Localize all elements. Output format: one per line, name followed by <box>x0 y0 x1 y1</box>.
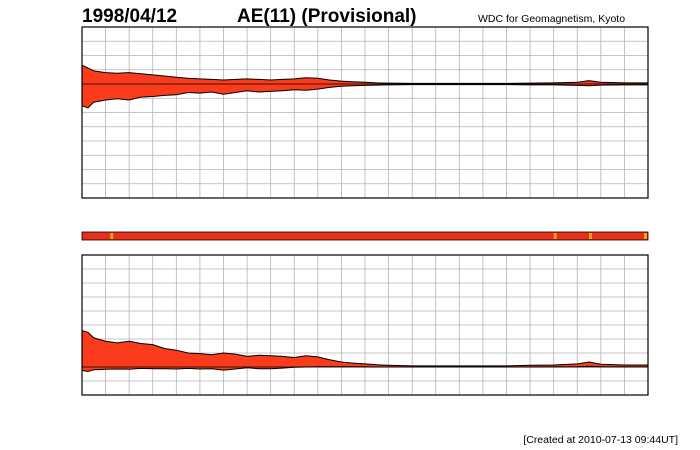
au-al-panel <box>81 26 649 199</box>
grid-lines <box>82 255 648 395</box>
data-source: WDC for Geomagnetism, Kyoto <box>478 13 625 25</box>
ae-ao-panel <box>81 254 649 396</box>
plot-date: 1998/04/12 <box>82 6 177 27</box>
plot-title: AE(11) (Provisional) <box>237 6 417 27</box>
series-line-ae <box>81 330 648 367</box>
range-fill-area <box>82 330 648 372</box>
plot-frame <box>81 26 649 199</box>
grid-lines <box>82 27 648 198</box>
series-line-au <box>81 64 648 84</box>
plot-frame <box>81 254 649 396</box>
status-bar-marker <box>589 233 593 239</box>
status-bar-fill <box>81 231 649 241</box>
series-line-al <box>81 84 648 109</box>
status-bar-marker <box>553 233 557 239</box>
created-timestamp: [Created at 2010-07-13 09:44UT] <box>523 434 678 446</box>
status-bar-marker <box>110 233 114 239</box>
status-bar-marker <box>644 233 647 239</box>
range-fill-area <box>82 65 648 108</box>
status-bar <box>81 231 649 241</box>
